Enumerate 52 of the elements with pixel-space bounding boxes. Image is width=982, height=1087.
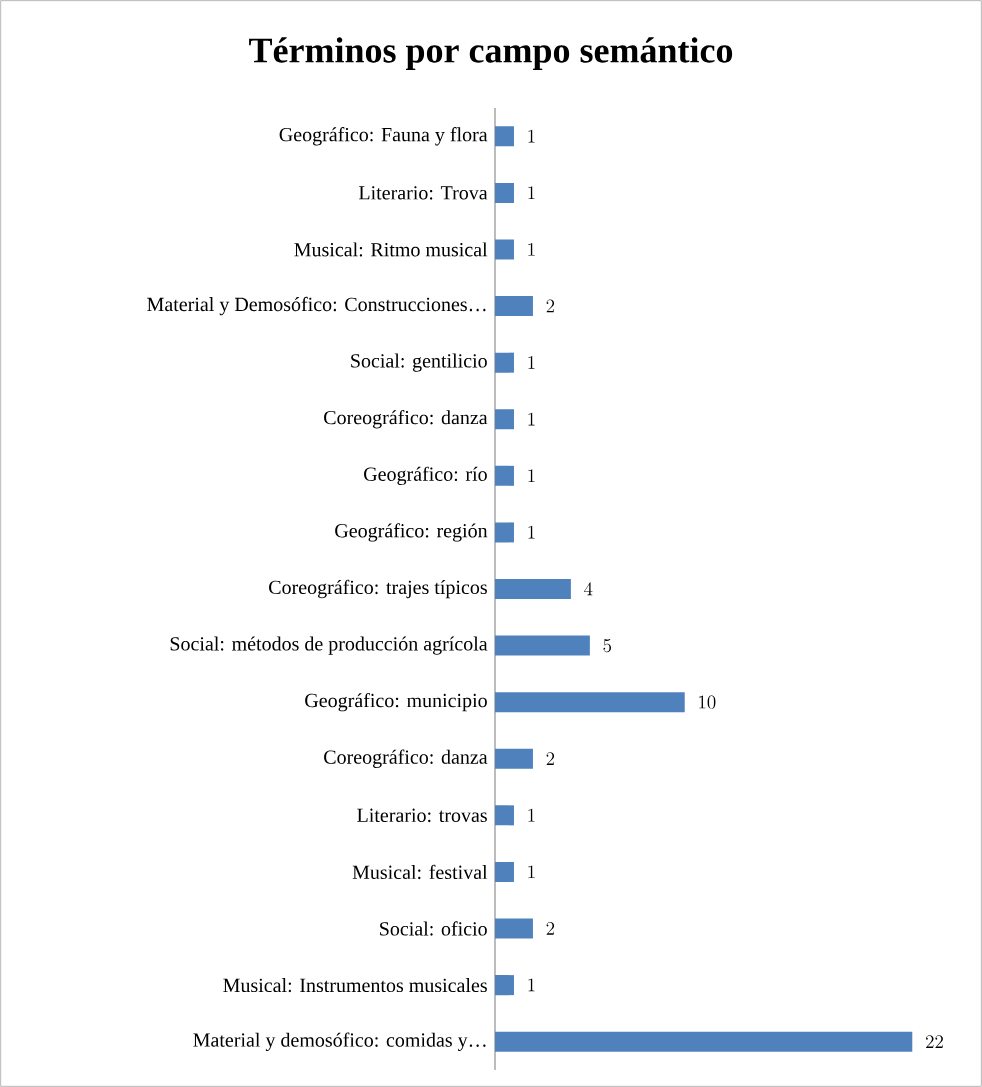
bar — [495, 126, 514, 147]
y-tick-label: Literario: Trova — [358, 186, 488, 200]
y-tick-label: Musical: Ritmo musical — [294, 242, 488, 257]
bar — [495, 522, 514, 543]
data-label: 1 — [528, 186, 535, 200]
y-tick-label: Material y demosófico: comidas y… — [193, 1032, 486, 1051]
data-label: 1 — [528, 525, 535, 539]
bar — [495, 352, 514, 373]
y-tick-label: Geográfico: municipio — [305, 692, 487, 712]
data-label: 1 — [528, 808, 535, 822]
bar — [495, 296, 533, 317]
bar — [495, 465, 514, 486]
bar — [495, 239, 514, 260]
data-label: 1 — [528, 978, 535, 992]
y-tick-label: Social: métodos de producción agrícola — [170, 636, 488, 655]
y-tick-label: Musical: festival — [352, 864, 488, 880]
data-label: 1 — [528, 469, 535, 483]
y-tick-label: Geográfico: Fauna y flora — [279, 127, 488, 146]
bar — [495, 975, 514, 996]
data-label: 4 — [584, 582, 593, 596]
bar — [495, 692, 685, 713]
y-tick-label: Social: oficio — [380, 921, 487, 936]
data-label: 5 — [603, 639, 612, 653]
bar — [495, 409, 514, 430]
y-tick-label: Coreográfico: danza — [324, 410, 488, 429]
y-tick-label: Coreográfico: trajes típicos — [269, 579, 487, 599]
bar — [495, 635, 590, 656]
y-tick-label: Coreográfico: danza — [324, 749, 488, 768]
y-tick-label: Literario: trovas — [357, 808, 487, 823]
data-label: 1 — [528, 129, 535, 143]
data-label: 2 — [546, 752, 555, 765]
data-label: 2 — [546, 299, 555, 313]
bar — [495, 918, 533, 939]
bar — [495, 748, 533, 769]
data-label: 1 — [528, 356, 535, 369]
data-label: 2 — [546, 921, 555, 935]
y-tick-label: Social: gentilicio — [351, 353, 487, 372]
bar — [495, 805, 514, 826]
data-label: 22 — [926, 1035, 943, 1048]
data-label: 1 — [528, 865, 535, 879]
bar — [495, 182, 514, 203]
y-tick-label: Material y Demosófico: Construcciones… — [147, 296, 486, 316]
y-tick-label: Geográfico: río — [364, 466, 487, 486]
y-tick-label: Musical: Instrumentos musicales — [223, 978, 487, 993]
data-label: 10 — [699, 695, 716, 709]
y-tick-label: Geográfico: región — [335, 523, 488, 542]
bar — [495, 1031, 913, 1052]
bar — [495, 861, 514, 882]
chart-title: Términos por campo semántico — [249, 37, 733, 70]
data-label: 1 — [528, 242, 535, 256]
bar — [495, 579, 571, 600]
data-label: 1 — [528, 412, 535, 426]
